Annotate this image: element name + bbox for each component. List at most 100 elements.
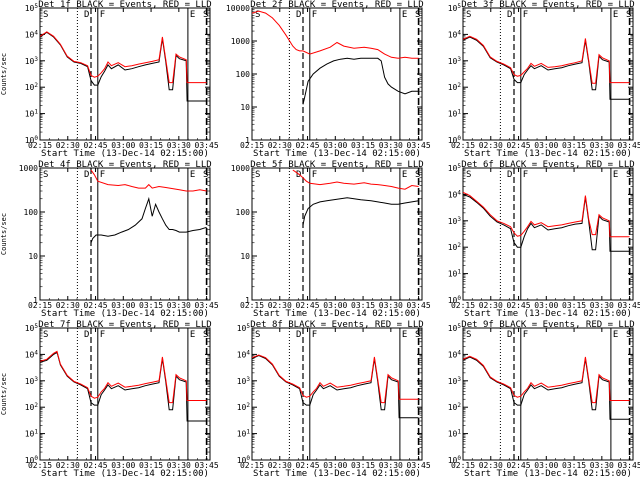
annotation-letter: D xyxy=(507,170,512,180)
plot-frame xyxy=(39,7,211,141)
annotation-letter: S xyxy=(415,330,420,340)
x-tick-label: 02:30 xyxy=(268,461,292,470)
y-tick-label: 10000 xyxy=(226,4,250,13)
y-tick-label: 102 xyxy=(237,402,251,412)
y-tick-label: 101 xyxy=(237,429,251,439)
annotation-letter: E xyxy=(613,330,618,340)
x-tick-label: 03:45 xyxy=(195,141,219,150)
x-tick-label: 03:00 xyxy=(111,141,135,150)
annotation-letter: S xyxy=(203,10,208,20)
annotation-letter: S xyxy=(415,10,420,20)
events-series-line xyxy=(302,57,419,105)
chart-panel-5: Det 5f BLACK = Events, RED = LLD 1 10 100 10… xyxy=(231,160,431,319)
annotation-letter: S xyxy=(255,330,260,340)
x-tick-label: 02:15 xyxy=(28,141,52,150)
panel-title: Det 9f BLACK = Events, RED = LLD xyxy=(461,320,634,330)
annotation-letter: E xyxy=(190,330,195,340)
y-tick-label: 103 xyxy=(25,56,39,66)
lld-series-line xyxy=(252,354,419,404)
y-tick-label: 101 xyxy=(448,109,462,119)
annotation-letter: S xyxy=(43,10,48,20)
lld-series-line xyxy=(463,191,630,238)
panel-title: Det 3f BLACK = Events, RED = LLD xyxy=(461,0,634,10)
x-tick-label: 03:00 xyxy=(534,141,558,150)
y-tick-label: 1 xyxy=(245,296,250,305)
x-tick-label: 03:15 xyxy=(562,141,586,150)
x-tick-label: 03:45 xyxy=(195,301,219,310)
x-tick-label: 03:00 xyxy=(323,141,347,150)
y-tick-label: 102 xyxy=(448,242,462,252)
x-tick-label: 02:15 xyxy=(240,301,264,310)
annotation-letter: S xyxy=(415,170,420,180)
plot-frame xyxy=(251,7,423,141)
annotation-letter: E xyxy=(613,10,618,20)
chart-panel-6: Det 6f BLACK = Events, RED = LLD 100 101 10… xyxy=(448,160,640,319)
annotation-letter: S xyxy=(255,10,260,20)
x-tick-label: 02:30 xyxy=(479,461,503,470)
y-tick-label: 10 xyxy=(240,252,250,261)
x-tick-label: 03:15 xyxy=(562,301,586,310)
chart-panel-1: Det 1f BLACK = Events, RED = LLD 100 101 10… xyxy=(0,0,219,159)
annotation-letter: D xyxy=(84,170,89,180)
x-axis-label: Start Time (13-Dec-14 02:15:00) xyxy=(253,149,421,159)
x-tick-label: 03:45 xyxy=(618,141,640,150)
x-tick-label: 02:30 xyxy=(268,301,292,310)
x-axis-label: Start Time (13-Dec-14 02:15:00) xyxy=(41,469,209,479)
annotation-letter: F xyxy=(100,170,105,180)
y-tick-label: 104 xyxy=(448,189,462,199)
annotation-letter: E xyxy=(402,10,407,20)
y-tick-label: 105 xyxy=(237,323,251,333)
lld-series-line xyxy=(252,10,419,59)
x-tick-label: 03:30 xyxy=(167,301,191,310)
annotation-letter: S xyxy=(626,330,631,340)
lld-series-line xyxy=(292,169,419,190)
chart-panel-4: Det 4f BLACK = Events, RED = LLD 1 10 100 10… xyxy=(0,160,219,319)
x-tick-label: 02:30 xyxy=(268,141,292,150)
annotation-letter: S xyxy=(43,330,48,340)
y-tick-label: 105 xyxy=(448,323,462,333)
x-tick-label: 03:45 xyxy=(195,461,219,470)
x-tick-label: 03:15 xyxy=(351,301,375,310)
annotation-letter: S xyxy=(255,170,260,180)
panel-title: Det 7f BLACK = Events, RED = LLD xyxy=(38,320,211,330)
events-series-line xyxy=(40,351,207,422)
x-tick-label: 03:45 xyxy=(407,141,431,150)
y-axis-label: Counts/sec xyxy=(0,213,8,255)
x-tick-label: 02:15 xyxy=(451,141,475,150)
x-tick-label: 02:15 xyxy=(240,461,264,470)
annotation-letter: D xyxy=(296,170,301,180)
events-series-line xyxy=(463,193,630,252)
lld-series-line xyxy=(463,355,630,404)
annotation-letter: S xyxy=(43,170,48,180)
y-tick-label: 10 xyxy=(28,252,38,261)
x-tick-label: 02:15 xyxy=(28,301,52,310)
annotation-letter: S xyxy=(203,170,208,180)
chart-panel-2: Det 2f BLACK = Events, RED = LLD 1 10 100 10… xyxy=(226,0,431,159)
plot-frame xyxy=(251,327,423,461)
x-tick-label: 02:45 xyxy=(83,461,107,470)
plot-frame xyxy=(462,327,634,461)
x-axis-label: Start Time (13-Dec-14 02:15:00) xyxy=(41,309,209,319)
x-axis-label: Start Time (13-Dec-14 02:15:00) xyxy=(464,309,632,319)
annotation-letter: F xyxy=(100,10,105,20)
annotation-letter: F xyxy=(523,330,528,340)
lld-series-line xyxy=(40,350,207,404)
x-tick-label: 02:45 xyxy=(506,141,530,150)
x-tick-label: 03:45 xyxy=(618,301,640,310)
y-tick-label: 1000 xyxy=(19,164,38,173)
x-tick-label: 02:45 xyxy=(295,141,319,150)
x-tick-label: 03:30 xyxy=(590,141,614,150)
x-tick-label: 03:30 xyxy=(590,301,614,310)
annotation-letter: E xyxy=(613,170,618,180)
y-tick-label: 100 xyxy=(448,455,462,465)
x-axis-label: Start Time (13-Dec-14 02:15:00) xyxy=(41,149,209,159)
x-tick-label: 03:00 xyxy=(111,301,135,310)
x-tick-label: 03:15 xyxy=(139,141,163,150)
x-tick-label: 03:00 xyxy=(323,301,347,310)
x-tick-label: 03:00 xyxy=(323,461,347,470)
annotation-letter: D xyxy=(84,10,89,20)
events-series-line xyxy=(302,197,419,226)
y-tick-label: 100 xyxy=(25,135,39,145)
y-tick-label: 1000 xyxy=(231,37,250,46)
x-tick-label: 02:15 xyxy=(451,461,475,470)
